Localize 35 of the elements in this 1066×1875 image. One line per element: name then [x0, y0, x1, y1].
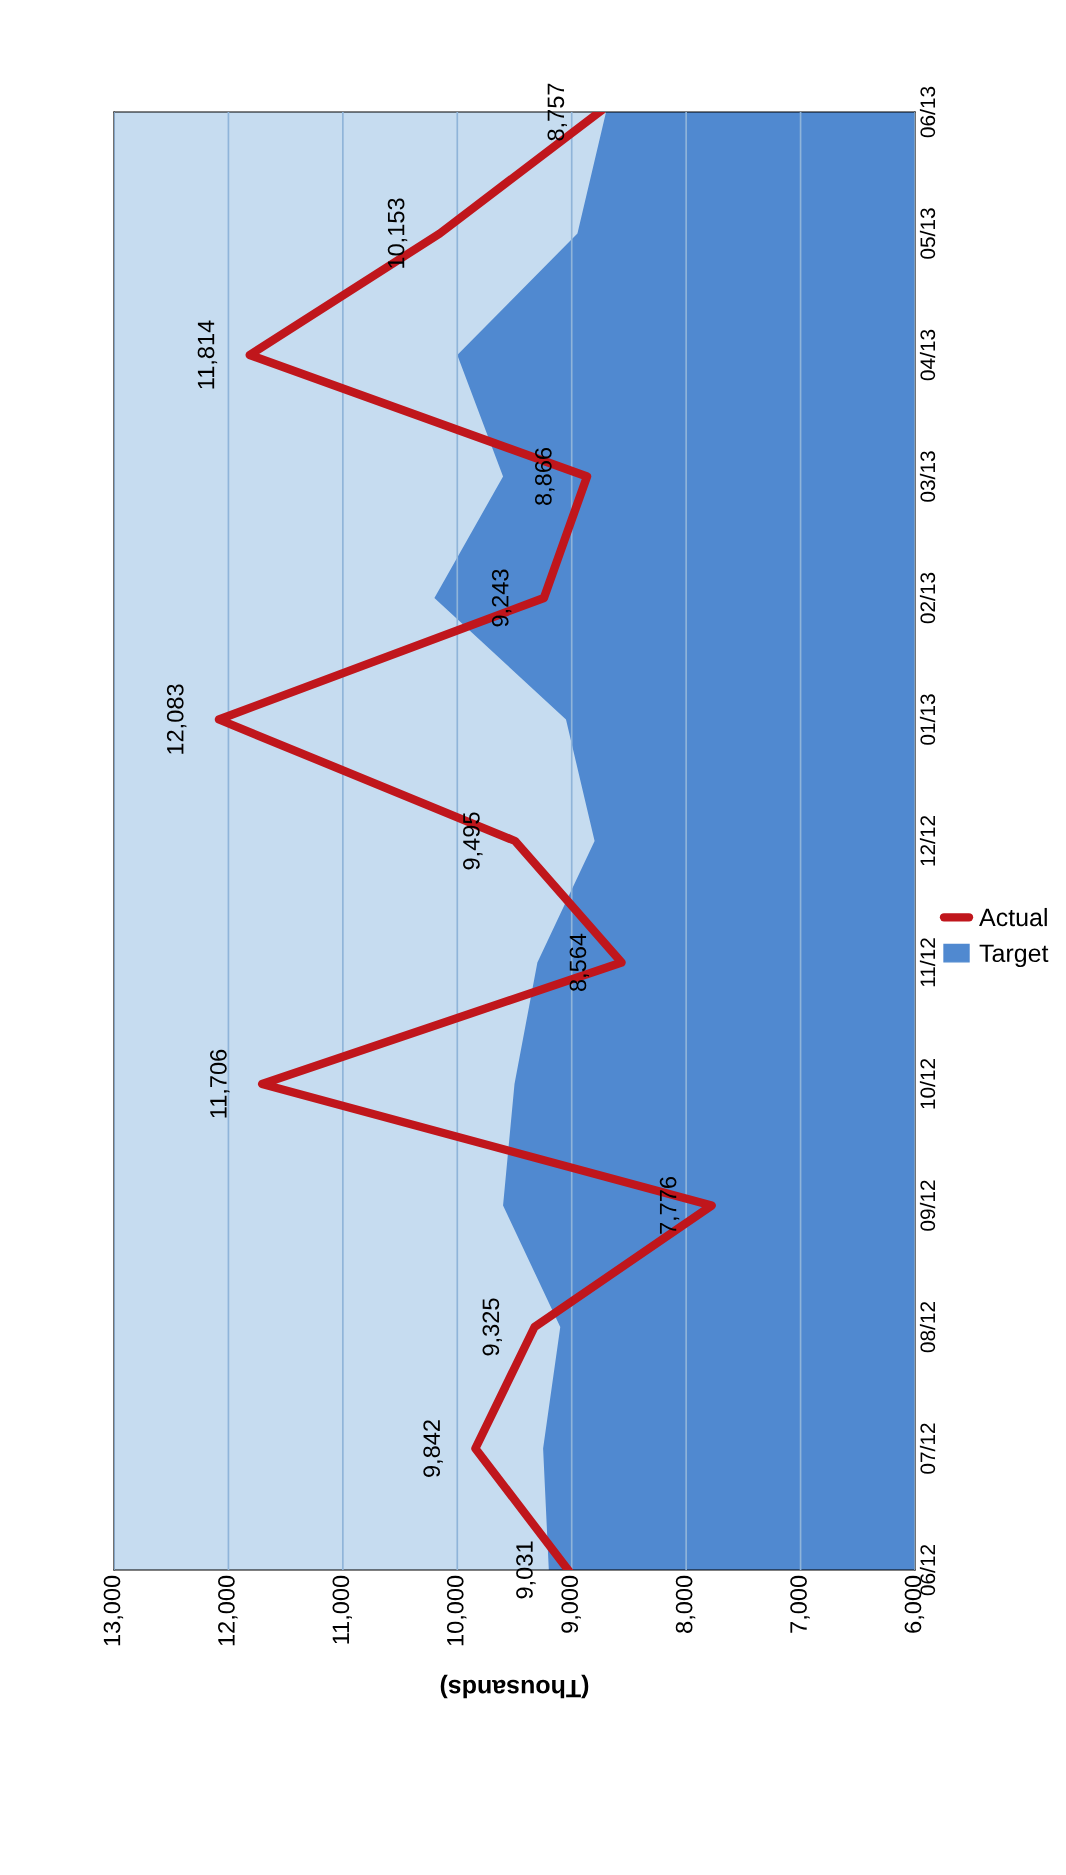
- y-tick-label: 07/12: [919, 1423, 936, 1474]
- data-label: 9,243: [491, 569, 512, 627]
- data-label: 9,325: [482, 1298, 502, 1356]
- y-tick-label: 04/13: [919, 329, 936, 381]
- x-tick-label: 11,000: [332, 1575, 352, 1644]
- y-tick-label: 03/13: [919, 451, 936, 502]
- legend-label: Actual: [979, 907, 1047, 927]
- y-tick-label: 02/13: [919, 572, 936, 624]
- x-tick-label: 8,000: [675, 1575, 696, 1633]
- y-tick-label: 12/12: [919, 815, 936, 866]
- data-label: 11,814: [197, 320, 218, 389]
- x-tick-label: 7,000: [790, 1575, 810, 1633]
- data-label: 8,757: [547, 83, 567, 141]
- x-tick-label: 9,000: [561, 1575, 581, 1633]
- y-tick-label: 10/12: [919, 1058, 936, 1109]
- data-label: 8,564: [569, 933, 590, 992]
- data-label: 10,153: [387, 198, 408, 268]
- data-label: 9,495: [463, 812, 483, 870]
- data-label: 8,866: [535, 447, 555, 506]
- data-label: 7,776: [659, 1176, 680, 1234]
- legend-label: Target: [979, 944, 1049, 968]
- data-label: 9,842: [423, 1420, 443, 1477]
- y-tick-label: 01/13: [919, 694, 936, 745]
- data-label: 12,083: [166, 684, 187, 754]
- data-label: 9,031: [516, 1541, 536, 1599]
- y-tick-label: 11/12: [919, 938, 936, 987]
- y-tick-label: 08/12: [919, 1301, 936, 1353]
- y-tick-label: 09/12: [919, 1180, 936, 1231]
- y-tick-label: 06/13: [919, 86, 936, 138]
- x-tick-label: 12,000: [218, 1575, 238, 1646]
- x-tick-label: 10,000: [446, 1575, 467, 1646]
- x-tick-label: 13,000: [103, 1575, 124, 1646]
- data-label: 11,706: [210, 1049, 230, 1118]
- x-axis-title: (Thousands): [440, 1674, 589, 1699]
- y-tick-label: 05/13: [919, 208, 936, 259]
